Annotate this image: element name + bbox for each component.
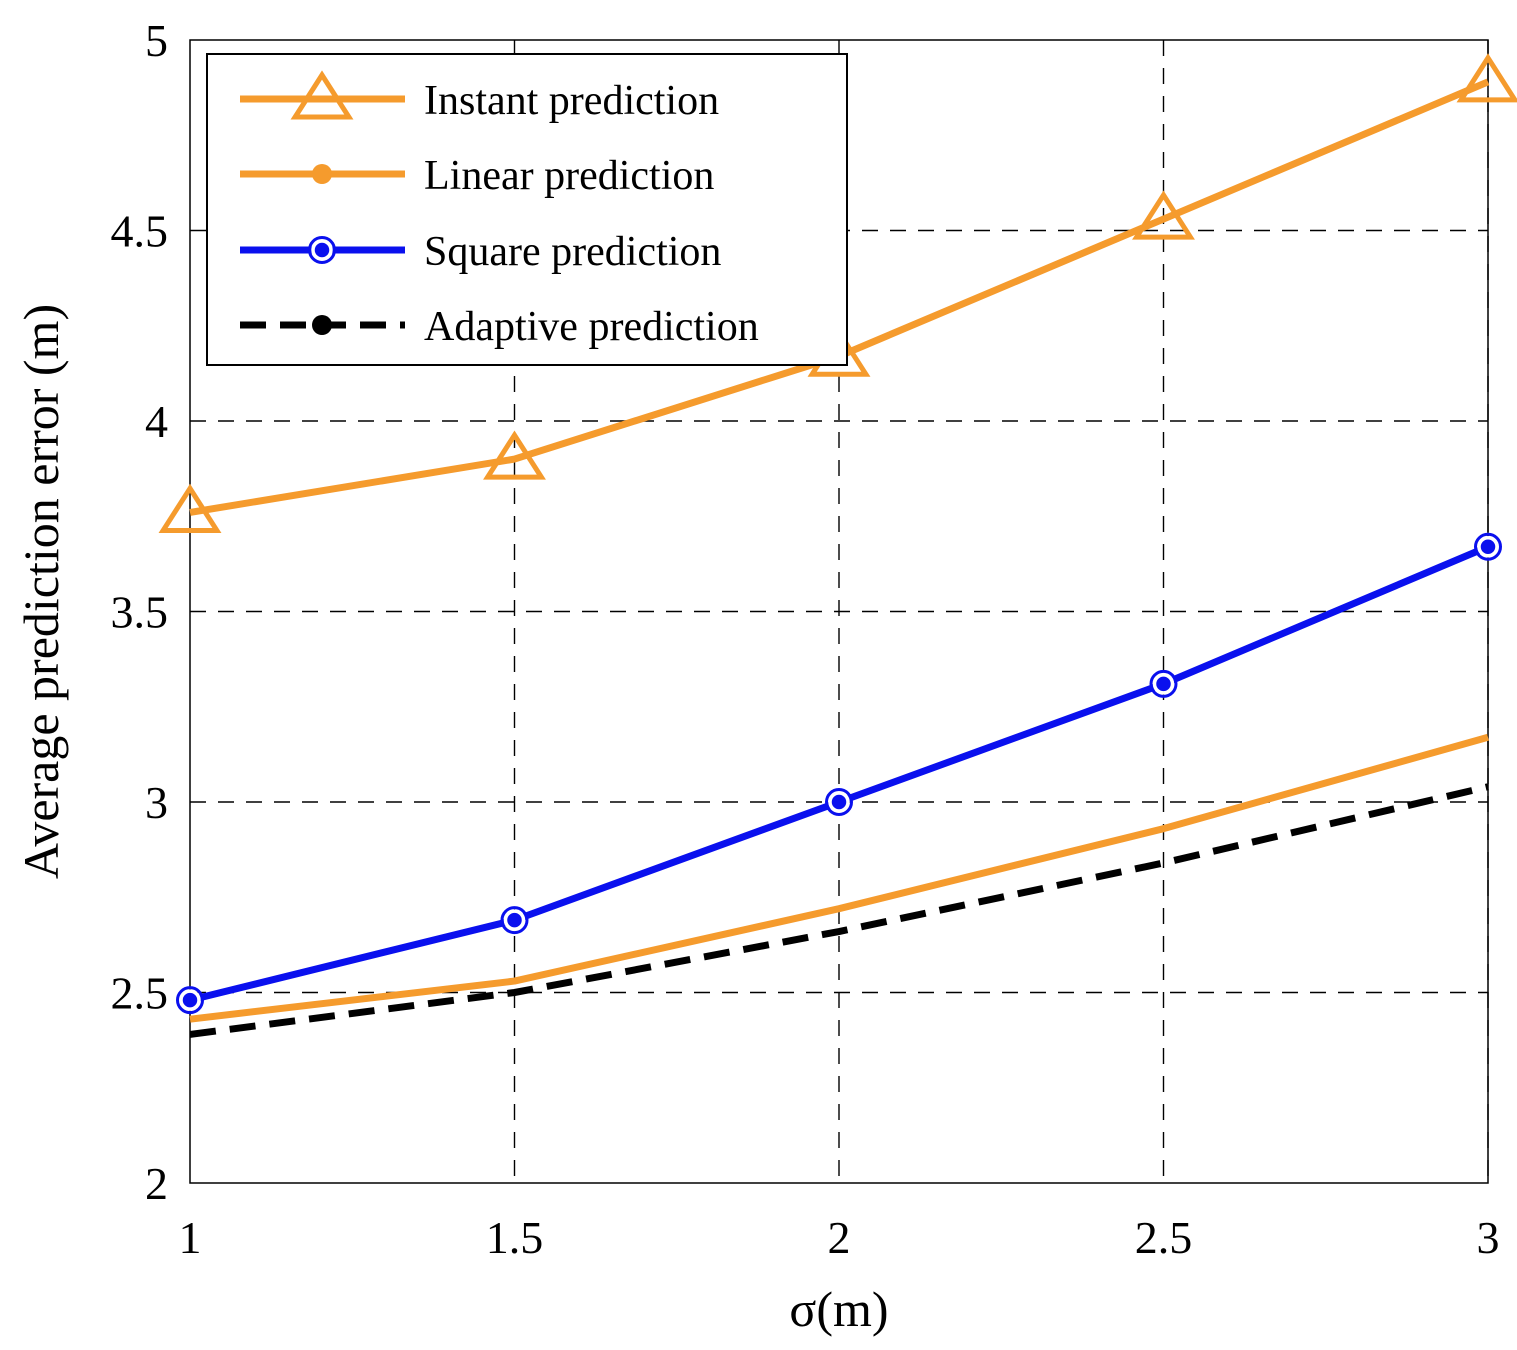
series-line-adaptive-prediction: [189, 783, 1489, 1038]
legend: Instant prediction Linear prediction Squar…: [206, 53, 848, 366]
legend-marker-square-prediction-ring: [308, 236, 336, 264]
x-axis-label: σ(m): [789, 1281, 888, 1337]
legend-marker-adaptive-prediction: [312, 315, 332, 335]
x-tick-label: 3: [1477, 1212, 1500, 1263]
data-point-square-prediction: [828, 791, 850, 813]
data-point-square-prediction-ring: [1149, 669, 1178, 698]
data-point-square-prediction-ring: [825, 788, 853, 816]
tick-labels: 2 2.5 3 3.5 4 4.5 5 1 1.5 2 2.5 3: [111, 15, 1500, 1263]
legend-item-instant-prediction: Instant prediction: [240, 70, 719, 124]
legend-box: [206, 53, 848, 366]
series-square-prediction: [176, 532, 1502, 1015]
data-point-square-prediction-ring: [1474, 532, 1502, 561]
x-tick-label: 1: [179, 1212, 202, 1263]
legend-marker-linear-prediction: [312, 164, 332, 184]
legend-item-square-prediction: Square prediction: [240, 229, 721, 275]
y-tick-label: 2: [145, 1158, 168, 1209]
y-tick-label: 2.5: [111, 968, 169, 1019]
series-line-linear-prediction: [189, 733, 1489, 1023]
data-point-instant-prediction: [158, 483, 222, 533]
data-point-instant-prediction: [1132, 190, 1195, 240]
data-point-square-prediction: [1152, 673, 1175, 695]
legend-marker-instant-prediction: [290, 70, 354, 120]
data-point-square-prediction-ring: [500, 906, 529, 935]
y-tick-label: 4.5: [111, 206, 169, 257]
plot-area-frame: [189, 39, 1489, 1184]
data-point-square-prediction: [1477, 535, 1499, 558]
legend-label: Linear prediction: [424, 153, 714, 199]
data-point-square-prediction-ring: [176, 986, 204, 1015]
series-adaptive-prediction: [189, 783, 1489, 1038]
y-tick-label: 5: [145, 15, 168, 66]
y-tick-label: 3: [145, 777, 168, 828]
y-axis-label: Average prediction error (m): [13, 304, 69, 879]
legend-item-adaptive-prediction: Adaptive prediction: [240, 304, 759, 350]
legend-label: Instant prediction: [424, 78, 719, 124]
legend-marker-square-prediction: [311, 239, 333, 261]
series-linear-prediction: [189, 733, 1489, 1023]
x-tick-label: 2.5: [1135, 1212, 1193, 1263]
legend-item-linear-prediction: Linear prediction: [240, 153, 714, 199]
data-point-square-prediction: [503, 909, 526, 931]
x-tick-label: 2: [828, 1212, 851, 1263]
data-point-square-prediction: [179, 989, 201, 1011]
data-point-instant-prediction: [483, 430, 546, 480]
y-tick-label: 3.5: [111, 587, 169, 638]
legend-label: Square prediction: [424, 229, 721, 275]
x-tick-label: 1.5: [486, 1212, 544, 1263]
y-tick-label: 4: [145, 396, 168, 447]
data-point-instant-prediction: [1456, 53, 1517, 103]
legend-label: Adaptive prediction: [424, 304, 759, 350]
